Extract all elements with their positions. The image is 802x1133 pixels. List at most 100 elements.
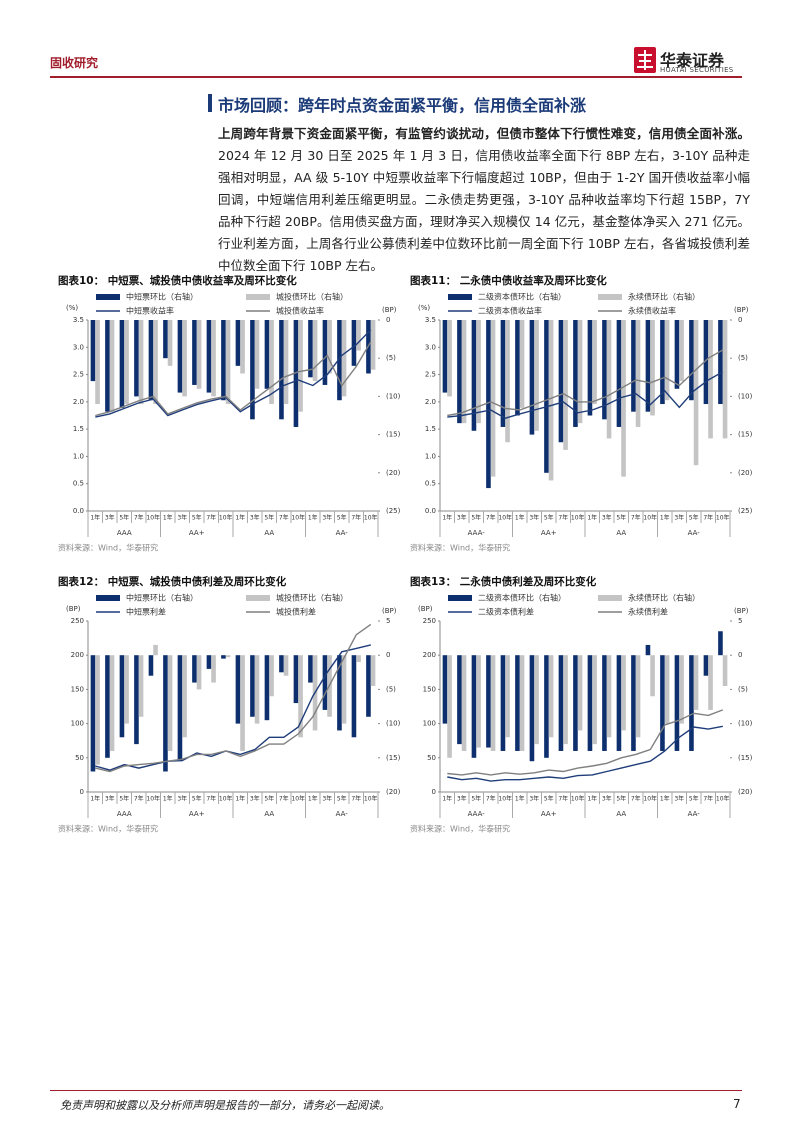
bar xyxy=(196,320,202,389)
x-tick-label: 10年 xyxy=(498,514,512,522)
legend-swatch xyxy=(598,294,622,300)
legend-swatch xyxy=(246,294,270,300)
bar xyxy=(689,320,694,401)
bar xyxy=(148,320,154,401)
bar xyxy=(221,655,226,659)
x-tick-label: 3年 xyxy=(529,514,539,522)
x-tick-label: 5年 xyxy=(471,514,481,522)
group-label: AA- xyxy=(688,810,701,818)
x-tick-label: 3年 xyxy=(602,795,612,803)
y-tick-label: 0 xyxy=(432,788,436,796)
x-tick-label: 1年 xyxy=(660,795,670,803)
y-tick-label: 2.0 xyxy=(73,398,84,406)
y2-tick-label: (10) xyxy=(386,720,401,728)
source: 资料来源：Wind，华泰研究 xyxy=(410,543,510,553)
bar xyxy=(269,655,274,697)
bar xyxy=(337,655,342,731)
y2-tick-label: (15) xyxy=(738,754,753,762)
lead-text: 上周跨年背景下资金面紧平衡，有监管约谈扰动，但债市整体下行惯性难变，信用债全面补… xyxy=(218,126,750,141)
bar xyxy=(587,320,593,416)
bar xyxy=(95,655,100,765)
bar xyxy=(124,655,129,724)
bar xyxy=(279,320,284,420)
bar xyxy=(153,644,158,656)
line xyxy=(95,341,372,417)
bar xyxy=(370,320,376,370)
x-tick-label: 1年 xyxy=(442,795,452,803)
y2-tick-label: (20) xyxy=(738,469,753,477)
bar xyxy=(298,655,303,738)
x-tick-label: 1年 xyxy=(308,795,318,803)
bar xyxy=(264,320,270,389)
y-tick-label: 1.5 xyxy=(425,425,436,433)
legend-label: 永续债环比（右轴） xyxy=(628,292,700,302)
bar xyxy=(703,655,709,676)
bar xyxy=(221,320,226,401)
y-tick-label: 3.0 xyxy=(73,343,84,351)
bar xyxy=(192,655,197,683)
bar xyxy=(167,655,173,751)
bar xyxy=(134,320,139,397)
bar xyxy=(592,320,597,405)
y2-unit: (BP) xyxy=(734,306,749,314)
bar xyxy=(322,320,328,385)
x-tick-label: 7年 xyxy=(206,514,216,522)
group-label: AAA xyxy=(117,529,132,537)
x-tick-label: 7年 xyxy=(703,514,713,522)
x-tick-label: 7年 xyxy=(703,795,713,803)
logo-text: 华泰证券 xyxy=(660,51,725,70)
y-tick-label: 3.5 xyxy=(73,316,84,324)
y-tick-label: 100 xyxy=(423,720,436,728)
x-tick-label: 5年 xyxy=(544,795,554,803)
x-tick-label: 5年 xyxy=(119,514,129,522)
bar xyxy=(616,320,622,427)
x-tick-label: 10年 xyxy=(571,795,585,803)
bar xyxy=(225,320,231,405)
y-tick-label: 1.5 xyxy=(73,425,84,433)
bar xyxy=(679,655,684,724)
x-tick-label: 1年 xyxy=(235,795,245,803)
y-tick-label: 1.0 xyxy=(425,452,436,460)
bar xyxy=(519,655,525,751)
y2-tick-label: 0 xyxy=(386,651,390,659)
line xyxy=(447,349,724,417)
x-tick-label: 10年 xyxy=(716,514,730,522)
bar xyxy=(138,320,144,405)
bar xyxy=(563,655,568,745)
bar xyxy=(254,655,260,724)
bar xyxy=(461,320,467,424)
x-tick-label: 5年 xyxy=(337,795,347,803)
y-tick-label: 200 xyxy=(71,651,84,659)
charts: 图表10： 中短票、城投债中债收益率及周环比变化 (%) (BP) 0.0 0.5 1.0… xyxy=(58,274,753,834)
x-tick-label: 3年 xyxy=(250,514,260,522)
legend-swatch xyxy=(448,595,472,601)
body-text: 2024 年 12 月 30 日至 2025 年 1 月 3 日，信用债收益率全… xyxy=(218,148,750,273)
bar xyxy=(471,655,477,758)
bar xyxy=(621,320,626,477)
x-tick-label: 5年 xyxy=(689,795,699,803)
x-tick-label: 10年 xyxy=(219,514,233,522)
section-heading: 市场回顾：跨年时点资金面紧平衡，信用债全面补涨 xyxy=(218,96,587,115)
group-label: AA xyxy=(264,529,274,537)
bar xyxy=(693,320,699,466)
bar xyxy=(548,320,554,481)
y-tick-label: 50 xyxy=(427,754,436,762)
bar xyxy=(447,320,452,397)
y-unit: (%) xyxy=(66,304,78,312)
x-tick-label: 10年 xyxy=(219,795,233,803)
bar xyxy=(558,320,564,443)
bar xyxy=(457,655,462,745)
group-label: AA xyxy=(264,810,274,818)
y-tick-label: 3.5 xyxy=(425,316,436,324)
group-label: AA- xyxy=(336,810,349,818)
x-tick-label: 3年 xyxy=(105,514,115,522)
y-tick-label: 1.0 xyxy=(73,452,84,460)
x-tick-label: 5年 xyxy=(264,514,274,522)
disclaimer: 免责声明和披露以及分析师声明是报告的一部分，请务必一起阅读。 xyxy=(60,1099,390,1112)
bar xyxy=(515,655,520,751)
bar xyxy=(587,655,593,751)
x-tick-label: 5年 xyxy=(544,514,554,522)
bar xyxy=(693,655,699,710)
bar xyxy=(490,320,496,477)
